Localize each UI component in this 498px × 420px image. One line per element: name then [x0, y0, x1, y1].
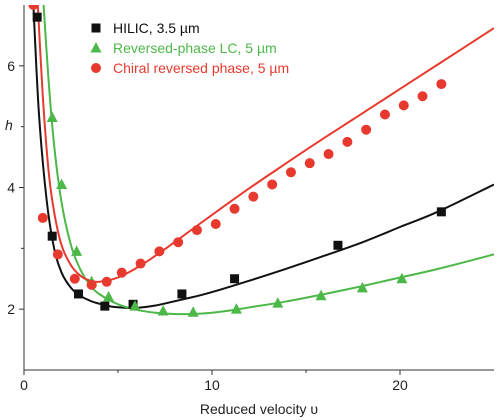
data-point-series-2: [285, 167, 296, 178]
y-axis-label: h: [5, 117, 13, 133]
fit-line-series-2: [36, 5, 494, 283]
data-point-series-2: [304, 158, 315, 169]
data-point-series-0: [100, 301, 110, 311]
legend-marker-2: [91, 63, 101, 73]
data-point-series-2: [248, 191, 259, 202]
y-ticks: 2 4 6: [7, 58, 24, 317]
data-point-series-1: [71, 245, 83, 256]
x-axis-label: Reduced velocity υ: [200, 401, 318, 417]
x-ticks: 0 10 20: [20, 370, 408, 393]
y-tick-label: 2: [7, 301, 15, 317]
data-point-series-1: [396, 272, 408, 284]
data-point-series-1: [356, 281, 368, 293]
data-point-series-2: [116, 267, 127, 278]
x-tick-label: 20: [392, 377, 408, 393]
legend-label-1: Reversed-phase LC, 5 µm: [113, 40, 277, 56]
x-tick-label: 0: [20, 377, 28, 393]
data-point-series-2: [52, 249, 63, 260]
data-point-series-2: [135, 258, 146, 269]
legend-marker-0: [91, 23, 101, 33]
data-point-series-2: [28, 5, 39, 10]
data-point-series-1: [315, 289, 327, 301]
y-tick-label: 4: [7, 180, 15, 196]
legend-label-2: Chiral reversed phase, 5 µm: [113, 60, 289, 76]
axes: 0 10 20 2 4 6 Reduced velocity υ h: [5, 5, 494, 417]
data-point-series-0: [230, 274, 240, 284]
data-point-series-2: [342, 136, 353, 147]
data-point-series-2: [191, 225, 202, 236]
data-point-series-1: [230, 303, 242, 314]
data-point-series-2: [69, 273, 80, 284]
x-tick-label: 10: [204, 377, 220, 393]
data-point-series-2: [210, 219, 221, 229]
markers: [28, 5, 447, 317]
data-point-series-1: [272, 297, 284, 308]
legend-marker-1: [90, 42, 102, 53]
data-point-series-2: [398, 100, 409, 111]
data-point-series-1: [157, 304, 169, 316]
data-point-series-2: [37, 212, 48, 223]
y-tick-label: 6: [7, 58, 15, 74]
data-point-series-2: [86, 279, 97, 290]
data-point-series-2: [267, 179, 278, 190]
data-point-series-0: [47, 231, 57, 241]
data-point-series-2: [173, 237, 184, 248]
plot-area: [28, 5, 494, 317]
data-point-series-1: [129, 300, 141, 311]
data-point-series-0: [333, 240, 343, 250]
legend: HILIC, 3.5 µm Reversed-phase LC, 5 µm Chir…: [90, 20, 289, 76]
data-point-series-1: [46, 111, 58, 123]
data-point-series-1: [103, 291, 115, 302]
data-point-series-2: [229, 203, 240, 214]
data-point-series-0: [32, 12, 42, 22]
data-point-series-2: [361, 124, 372, 135]
legend-label-0: HILIC, 3.5 µm: [113, 20, 200, 36]
data-point-series-0: [74, 289, 84, 299]
data-point-series-2: [323, 149, 334, 160]
data-point-series-1: [56, 178, 68, 189]
data-point-series-2: [436, 79, 447, 90]
data-point-series-2: [101, 276, 112, 287]
data-point-series-0: [436, 207, 446, 217]
data-point-series-2: [379, 109, 390, 120]
data-point-series-1: [187, 306, 199, 317]
data-point-series-2: [154, 246, 165, 257]
data-point-series-2: [417, 91, 428, 102]
data-point-series-0: [177, 289, 187, 299]
